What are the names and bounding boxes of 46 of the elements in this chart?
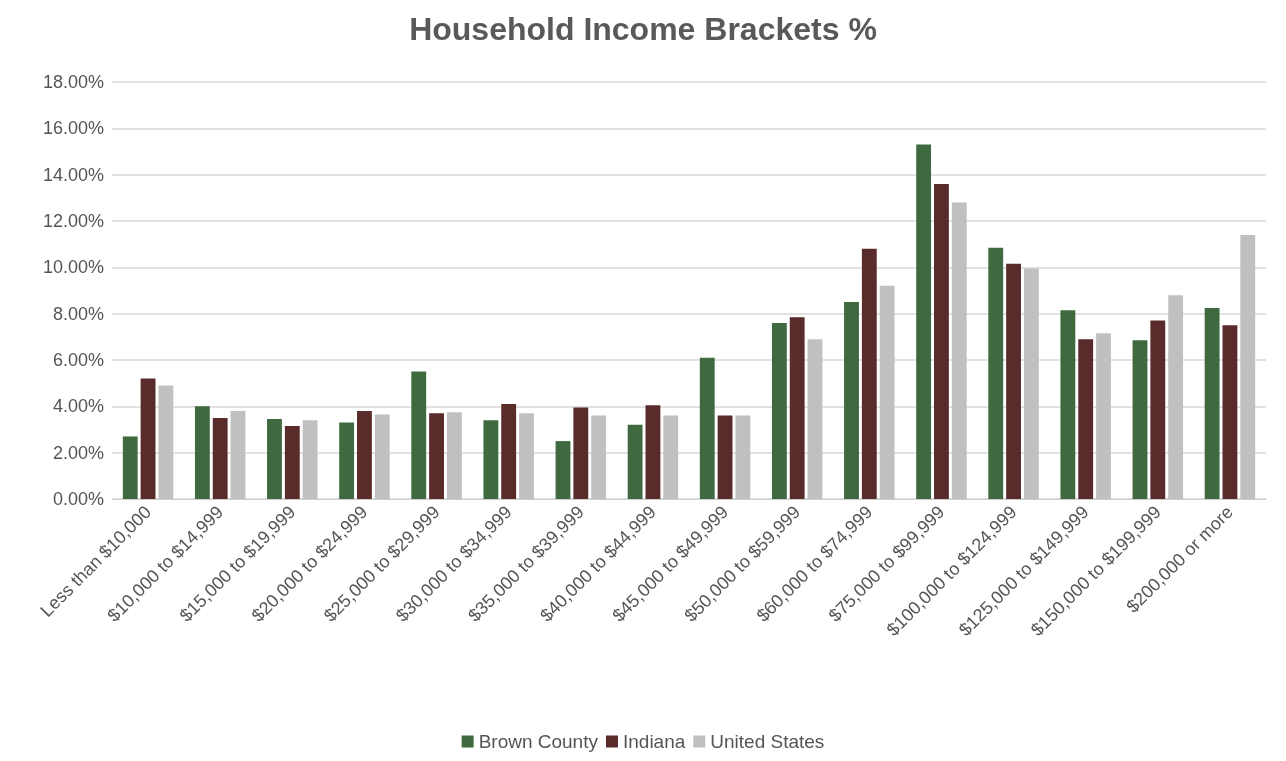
bar [411,371,427,499]
y-tick-label: 4.00% [52,396,104,417]
bar [861,248,877,499]
chart-title: Household Income Brackets % [409,11,877,47]
bar [140,378,156,499]
bar [988,247,1004,499]
bar [267,419,282,499]
legend-label: Indiana [622,731,686,752]
y-tick-label: 2.00% [52,442,104,463]
bar [194,406,210,499]
bar [339,422,355,499]
bar [916,144,932,499]
bar [483,420,499,499]
y-tick-label: 18.00% [42,72,104,92]
bar [627,424,643,499]
bar [284,426,300,499]
y-tick-label: 6.00% [52,350,104,370]
bar [1204,307,1220,499]
bar [717,415,733,499]
bar [844,302,859,499]
y-tick-label: 10.00% [42,257,104,278]
bar [1132,340,1148,499]
legend-label: Brown County [478,731,599,752]
bar [1150,320,1166,499]
bar [555,441,571,499]
y-tick-label: 0.00% [52,489,104,509]
bar [645,405,661,499]
bar [573,407,589,499]
y-tick-label: 12.00% [42,211,104,231]
bar [771,322,787,499]
y-tick-label: 8.00% [52,303,104,324]
bar [1060,310,1076,499]
bar [357,410,372,499]
bar [1006,263,1021,499]
bar [1222,325,1238,499]
bar [934,183,949,499]
y-tick-label: 16.00% [42,118,104,139]
bar [212,417,228,499]
y-tick-label: 14.00% [42,164,104,185]
bar [429,413,444,499]
bar [501,404,517,499]
bar [1078,339,1094,499]
legend-label: United States [710,731,825,752]
bar [699,357,715,499]
bar [122,436,138,499]
bar [789,317,805,499]
